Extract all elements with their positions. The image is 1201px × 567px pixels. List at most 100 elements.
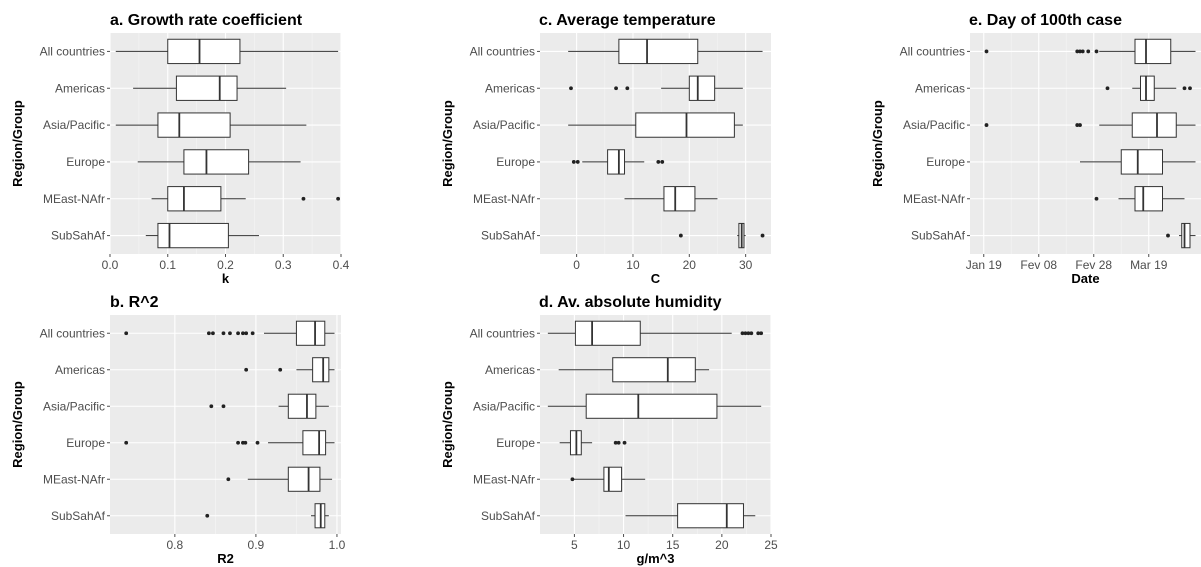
- x-tick-label: 15: [666, 538, 680, 552]
- box-iqr: [618, 38, 699, 65]
- y-axis-label: Region/Group: [10, 100, 25, 187]
- box-5: [1094, 186, 1185, 212]
- outlier-point: [336, 196, 341, 201]
- category-label: MEast-NAfr: [43, 472, 105, 486]
- x-tick-label: 0: [573, 258, 580, 272]
- box-4: [571, 149, 665, 175]
- box-6: [205, 503, 329, 529]
- category-label: MEast-NAfr: [43, 192, 105, 206]
- box-iqr: [175, 75, 238, 101]
- category-label: Americas: [915, 81, 965, 95]
- box-1: [547, 320, 764, 346]
- box-iqr: [607, 149, 626, 175]
- outlier-point: [211, 331, 215, 336]
- category-label: Asia/Pacific: [473, 118, 535, 132]
- box-iqr: [1120, 149, 1163, 175]
- x-tick-label: 0.8: [166, 538, 183, 552]
- box-2: [133, 75, 287, 101]
- category-label: SubSahAf: [481, 509, 536, 523]
- outlier-point: [250, 331, 255, 336]
- box-4: [559, 430, 627, 456]
- y-axis-label: Region/Group: [440, 381, 455, 468]
- box-2: [1105, 75, 1192, 101]
- box-6: [678, 222, 765, 249]
- x-tick-label: Jan 19: [966, 258, 1002, 272]
- x-axis-label: C: [651, 271, 661, 286]
- category-label: SubSahAf: [911, 229, 966, 243]
- x-tick-label: 0.0: [102, 258, 119, 272]
- outlier-point: [569, 86, 573, 91]
- outlier-point: [124, 331, 129, 336]
- outlier-point: [241, 331, 245, 336]
- x-tick-label: 0.4: [333, 258, 350, 272]
- outlier-point: [746, 331, 751, 336]
- box-iqr: [167, 186, 222, 212]
- panel-title: e. Day of 100th case: [969, 12, 1122, 29]
- box-1: [568, 38, 763, 65]
- x-tick-label: 30: [739, 258, 753, 272]
- box-iqr: [612, 357, 696, 383]
- category-label: All countries: [900, 44, 965, 58]
- x-tick-label: 0.3: [275, 258, 292, 272]
- outlier-point: [255, 440, 260, 445]
- box-3: [547, 393, 762, 419]
- outlier-point: [244, 367, 249, 372]
- x-tick-label: 0.2: [217, 258, 234, 272]
- box-iqr: [302, 430, 327, 456]
- outlier-point: [743, 331, 748, 336]
- category-label: SubSahAf: [481, 229, 536, 243]
- category-label: Asia/Pacific: [43, 118, 105, 132]
- box-6: [625, 503, 756, 529]
- category-label: All countries: [470, 326, 535, 340]
- box-iqr: [295, 320, 326, 346]
- outlier-point: [221, 331, 226, 336]
- box-iqr: [167, 38, 241, 65]
- category-label: Europe: [66, 436, 105, 450]
- outlier-point: [760, 233, 765, 238]
- outlier-point: [1078, 49, 1082, 54]
- outlier-point: [1080, 49, 1085, 54]
- box-1: [984, 38, 1196, 65]
- box-iqr: [585, 393, 718, 419]
- category-label: Europe: [496, 436, 535, 450]
- box-iqr: [1131, 112, 1177, 138]
- box-2: [569, 75, 743, 101]
- outlier-point: [226, 477, 231, 482]
- outlier-point: [756, 331, 761, 336]
- box-6: [145, 222, 259, 249]
- panel-4: 5 10 15 20 25 All countries Americas Asia/Pacif…: [440, 294, 778, 566]
- category-label: SubSahAf: [51, 229, 106, 243]
- box-5: [226, 466, 333, 492]
- box-iqr: [183, 149, 250, 175]
- outlier-point: [759, 331, 764, 336]
- box-iqr: [635, 112, 735, 138]
- outlier-point: [622, 440, 627, 445]
- box-iqr: [157, 222, 229, 249]
- outlier-point: [1182, 86, 1187, 91]
- box-1: [115, 38, 339, 65]
- box-iqr: [574, 320, 641, 346]
- box-3: [568, 112, 743, 138]
- x-axis-label: R2: [217, 551, 234, 566]
- outlier-point: [205, 513, 210, 518]
- category-label: MEast-NAfr: [473, 472, 535, 486]
- outlier-point: [749, 331, 754, 336]
- outlier-point: [228, 331, 232, 336]
- box-iqr: [663, 186, 696, 212]
- category-label: All countries: [470, 44, 535, 58]
- outlier-point: [278, 367, 283, 372]
- category-label: Americas: [55, 363, 105, 377]
- category-label: MEast-NAfr: [473, 192, 535, 206]
- outlier-point: [1094, 49, 1099, 54]
- x-tick-label: 25: [764, 538, 778, 552]
- outlier-point: [984, 123, 989, 127]
- box-4: [124, 430, 335, 456]
- y-axis-label: Region/Group: [10, 381, 25, 468]
- outlier-point: [244, 331, 249, 336]
- outlier-point: [1166, 233, 1170, 238]
- box-2: [244, 357, 335, 383]
- y-axis-label: Region/Group: [870, 100, 885, 187]
- panel-background: [540, 33, 771, 254]
- x-tick-label: 20: [715, 538, 729, 552]
- category-label: All countries: [40, 44, 105, 58]
